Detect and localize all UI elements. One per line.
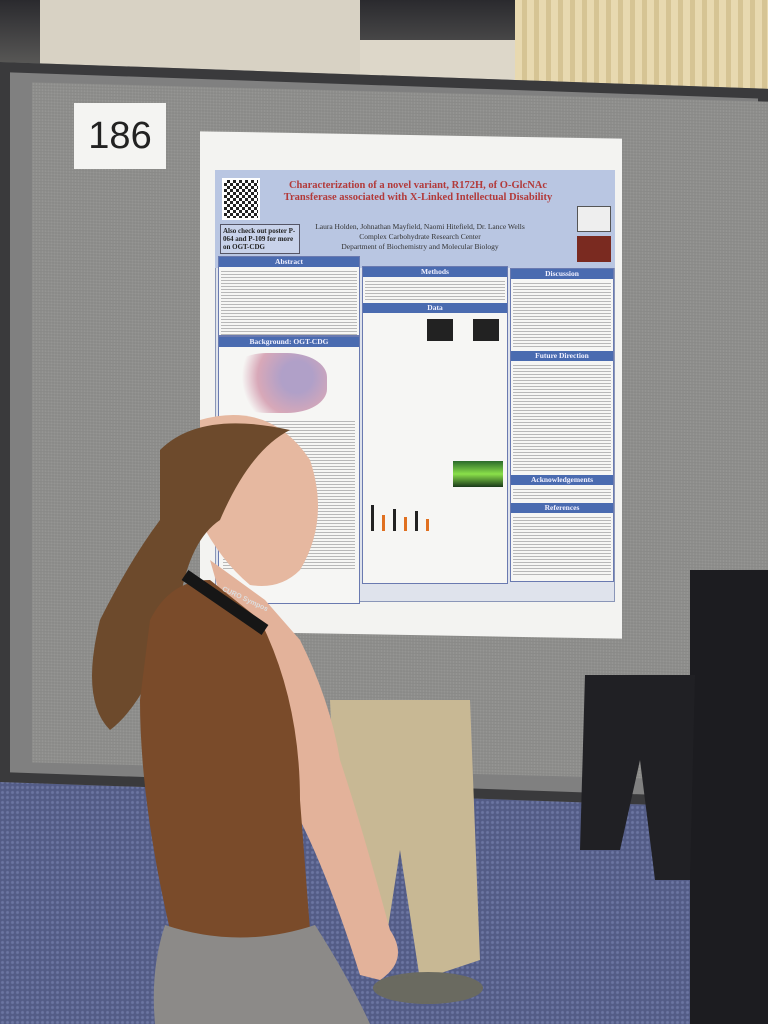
- girl-hair: [92, 423, 290, 730]
- abstract-header: Abstract: [219, 257, 359, 267]
- girl-brown-top: [140, 580, 310, 940]
- authors: Laura Holden, Johnathan Mayfield, Naomi …: [315, 222, 525, 231]
- shoe: [373, 972, 483, 1004]
- discussion-section: Discussion Future Direction Acknowledgem…: [510, 268, 614, 582]
- uga-logo-icon: [577, 236, 611, 262]
- person-right-dark-suit: [690, 570, 768, 1024]
- booth-number-sign: 186: [74, 103, 166, 169]
- person-black-pants: [580, 675, 695, 880]
- future-direction-header: Future Direction: [511, 351, 613, 361]
- poster-title: Characterization of a novel variant, R17…: [283, 180, 553, 203]
- references-header: References: [511, 503, 613, 513]
- protein-structure-figure: [227, 353, 327, 413]
- blot-figure: [427, 319, 453, 341]
- poster-note: Also check out poster P-064 and P-109 fo…: [220, 224, 300, 254]
- qr-code-icon: [222, 178, 260, 220]
- girl-skirt: [153, 925, 370, 1024]
- methods-data-section: Methods Data: [362, 266, 508, 584]
- nih-logo-icon: [577, 206, 611, 232]
- gel-figure: [453, 461, 503, 487]
- background-header: Background: OGT-CDG: [219, 337, 359, 347]
- department: Department of Biochemistry and Molecular…: [341, 242, 499, 251]
- discussion-header: Discussion: [511, 269, 613, 279]
- data-header: Data: [363, 303, 507, 313]
- poster-authors: Laura Holden, Johnathan Mayfield, Naomi …: [300, 222, 540, 252]
- methods-header: Methods: [363, 267, 507, 277]
- center: Complex Carbohydrate Research Center: [359, 232, 481, 241]
- lanyard: [181, 570, 269, 635]
- blot-figure: [473, 319, 499, 341]
- acknowledgements-header: Acknowledgements: [511, 475, 613, 485]
- abstract-section: Abstract: [218, 256, 360, 336]
